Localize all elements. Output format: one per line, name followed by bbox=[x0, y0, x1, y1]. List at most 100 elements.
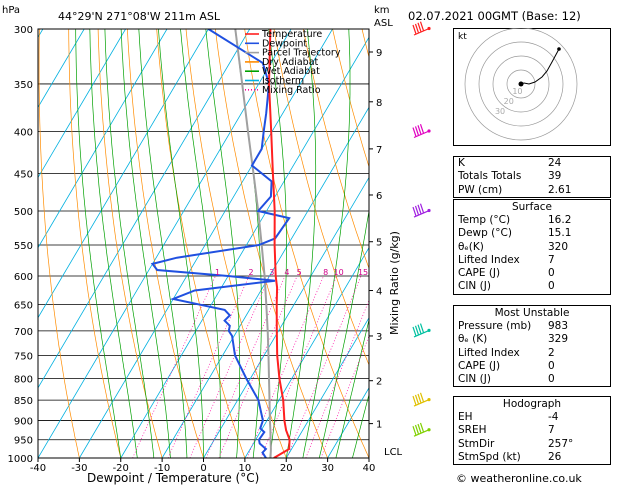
x-tick-label: 30 bbox=[321, 463, 334, 474]
isotherm-line bbox=[161, 106, 369, 458]
wet-adiabat-line bbox=[158, 29, 204, 458]
hodograph-index-title: Hodograph bbox=[502, 398, 562, 410]
pressure-tick-label: 950 bbox=[14, 436, 33, 447]
hodograph-end-marker bbox=[557, 47, 561, 51]
surface-value: 320 bbox=[548, 240, 569, 253]
surface-key: Dewp (°C) bbox=[458, 227, 512, 240]
hodograph-panel: kt 10 20 30 bbox=[453, 27, 611, 146]
isotherm-line bbox=[38, 29, 85, 109]
datetime-title: 02.07.2021 00GMT (Base: 12) bbox=[408, 9, 581, 23]
hodograph-index-key: StmSpd (kt) bbox=[458, 450, 521, 463]
surface-key: CAPE (J) bbox=[458, 267, 501, 280]
surface-row: Lifted Index 7 bbox=[454, 254, 610, 267]
index-top-value: 39 bbox=[548, 170, 562, 183]
surface-key: CIN (J) bbox=[458, 280, 491, 293]
x-tick-label: -20 bbox=[113, 463, 129, 474]
wet-adiabat-line bbox=[319, 208, 369, 458]
hodograph-storm-marker bbox=[518, 81, 524, 87]
asl-label: ASL bbox=[374, 18, 393, 29]
wind-barb bbox=[412, 323, 431, 338]
pressure-tick-label: 550 bbox=[14, 241, 33, 252]
isotherm-line bbox=[38, 29, 168, 249]
legend-entry: Dry Adiabat bbox=[262, 57, 319, 68]
mixing-ratio-line bbox=[132, 275, 216, 458]
wet-adiabat-line bbox=[89, 29, 138, 458]
surface-box: Surface Temp (°C) 16.2 Dewp (°C) 15.1 θₑ(K) 32… bbox=[453, 199, 611, 295]
hpa-label: hPa bbox=[2, 5, 20, 16]
km-tick-label: 8 bbox=[376, 98, 382, 109]
pressure-tick-label: 900 bbox=[14, 416, 33, 427]
pressure-tick-label: 500 bbox=[14, 207, 33, 218]
hodograph-ring bbox=[464, 27, 578, 141]
pressure-tick-label: 700 bbox=[14, 327, 33, 338]
isotherm-line bbox=[38, 29, 292, 458]
km-tick-label: 6 bbox=[376, 191, 382, 202]
mixing-ratio-tick-label: 4 bbox=[284, 268, 289, 277]
legend-entry: Wet Adiabat bbox=[262, 66, 320, 77]
surface-value: 0 bbox=[548, 267, 555, 280]
surface-value: 0 bbox=[548, 280, 555, 293]
wind-barb bbox=[412, 124, 431, 139]
temperature-series bbox=[267, 29, 291, 458]
surface-row: Dewp (°C) 15.1 bbox=[454, 227, 610, 240]
most-unstable-key: CIN (J) bbox=[458, 373, 491, 386]
index-top-key: PW (cm) bbox=[458, 183, 503, 196]
most-unstable-key: CAPE (J) bbox=[458, 359, 501, 372]
x-tick-label: -10 bbox=[154, 463, 170, 474]
index-top-key: Totals Totals bbox=[458, 170, 522, 183]
mixing-ratio-tick-label: 15 bbox=[358, 268, 368, 277]
wind-barb bbox=[412, 203, 431, 218]
wet-adiabat-line bbox=[104, 29, 155, 458]
lcl-label: LCL bbox=[384, 447, 403, 458]
surface-value: 15.1 bbox=[548, 227, 572, 240]
wind-barb bbox=[412, 392, 431, 407]
hodograph-index-value: 26 bbox=[548, 450, 562, 463]
km-tick-label: 5 bbox=[376, 238, 382, 249]
dry-adiabat-line bbox=[97, 29, 163, 458]
most-unstable-key: Pressure (mb) bbox=[458, 320, 532, 332]
isotherm-line bbox=[79, 29, 333, 458]
copyright-footer: © weatheronline.co.uk bbox=[456, 472, 582, 485]
surface-key: Lifted Index bbox=[458, 253, 520, 266]
wind-barb bbox=[412, 422, 431, 437]
surface-row: Temp (°C) 16.2 bbox=[454, 214, 610, 227]
pressure-tick-label: 800 bbox=[14, 374, 33, 385]
pressure-tick-label: 1000 bbox=[8, 454, 33, 465]
km-tick-label: 1 bbox=[376, 420, 382, 431]
hodograph-index-value: 7 bbox=[548, 424, 555, 437]
most-unstable-value: 2 bbox=[548, 346, 555, 359]
legend-entry: Parcel Trajectory bbox=[262, 48, 341, 59]
wet-adiabat-line bbox=[180, 29, 221, 458]
most-unstable-box: Most Unstable Pressure (mb) 983 θₑ (K) 329 Li… bbox=[453, 305, 611, 388]
pressure-tick-label: 850 bbox=[14, 396, 33, 407]
dry-adiabat-line bbox=[273, 29, 369, 366]
mixing-ratio-tick-label: 10 bbox=[334, 268, 344, 277]
pressure-tick-label: 750 bbox=[14, 351, 33, 362]
km-tick-label: 7 bbox=[376, 145, 382, 156]
mixing-ratio-line bbox=[246, 275, 324, 458]
isotherm-line bbox=[120, 36, 369, 458]
isotherm-line bbox=[0, 29, 2, 458]
most-unstable-value: 0 bbox=[548, 359, 555, 372]
pressure-tick-label: 400 bbox=[14, 128, 33, 139]
index-top-row: PW (cm) 2.61 bbox=[454, 184, 610, 197]
most-unstable-row: Pressure (mb) 983 bbox=[454, 320, 610, 333]
isotherm-line bbox=[38, 29, 126, 179]
x-tick-label: -30 bbox=[71, 463, 87, 474]
wet-adiabat-line bbox=[268, 29, 287, 458]
most-unstable-key: θₑ (K) bbox=[458, 333, 488, 346]
dry-adiabat-line bbox=[38, 29, 80, 458]
surface-value: 7 bbox=[548, 253, 555, 266]
index-top-row: K 24 bbox=[454, 157, 610, 170]
location-title: 44°29'N 271°08'W 211m ASL bbox=[58, 10, 221, 23]
surface-title: Surface bbox=[511, 201, 552, 213]
pressure-tick-label: 350 bbox=[14, 80, 33, 91]
hodograph-trace bbox=[520, 48, 560, 85]
km-tick-label: 2 bbox=[376, 377, 382, 388]
km-tick-label: 4 bbox=[376, 287, 382, 298]
hodograph-index-key: EH bbox=[458, 411, 473, 423]
wet-adiabat-line bbox=[285, 29, 317, 458]
hodograph-index-value: 257° bbox=[548, 437, 574, 450]
parcel-trajectory-series bbox=[234, 29, 272, 458]
